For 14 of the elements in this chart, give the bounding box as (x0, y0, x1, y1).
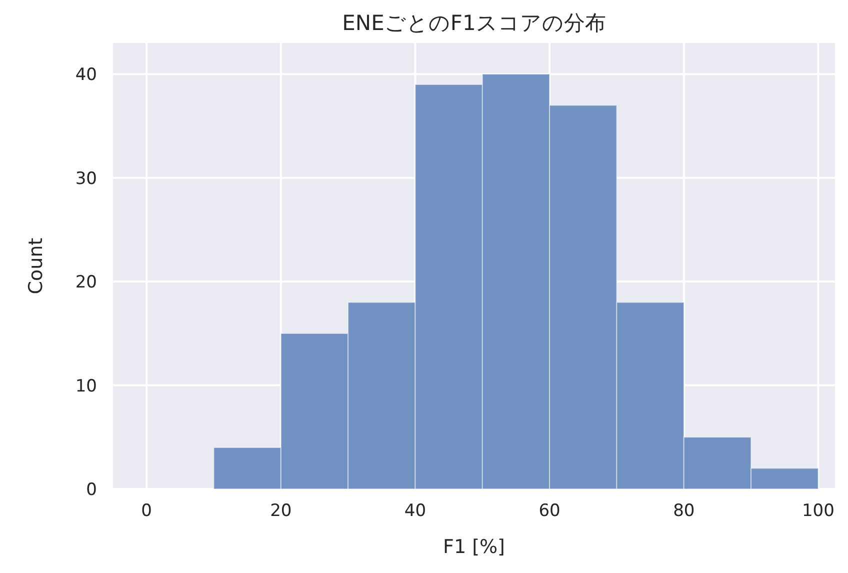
x-tick-label: 100 (802, 501, 834, 521)
x-tick-label: 20 (270, 501, 292, 521)
y-tick-label: 10 (75, 376, 97, 396)
y-tick-label: 30 (75, 168, 97, 189)
x-tick-label: 60 (538, 501, 560, 521)
y-tick-label: 0 (86, 480, 97, 500)
chart-title: ENEごとのF1スコアの分布 (342, 11, 606, 35)
x-tick-label: 0 (141, 501, 152, 521)
x-axis-title: F1 [%] (443, 536, 505, 558)
y-tick-label: 20 (75, 272, 97, 293)
x-tick-label: 40 (404, 501, 426, 521)
x-tick-label: 80 (673, 501, 695, 521)
y-tick-label: 40 (75, 65, 97, 86)
y-axis-title: Count (25, 238, 47, 294)
